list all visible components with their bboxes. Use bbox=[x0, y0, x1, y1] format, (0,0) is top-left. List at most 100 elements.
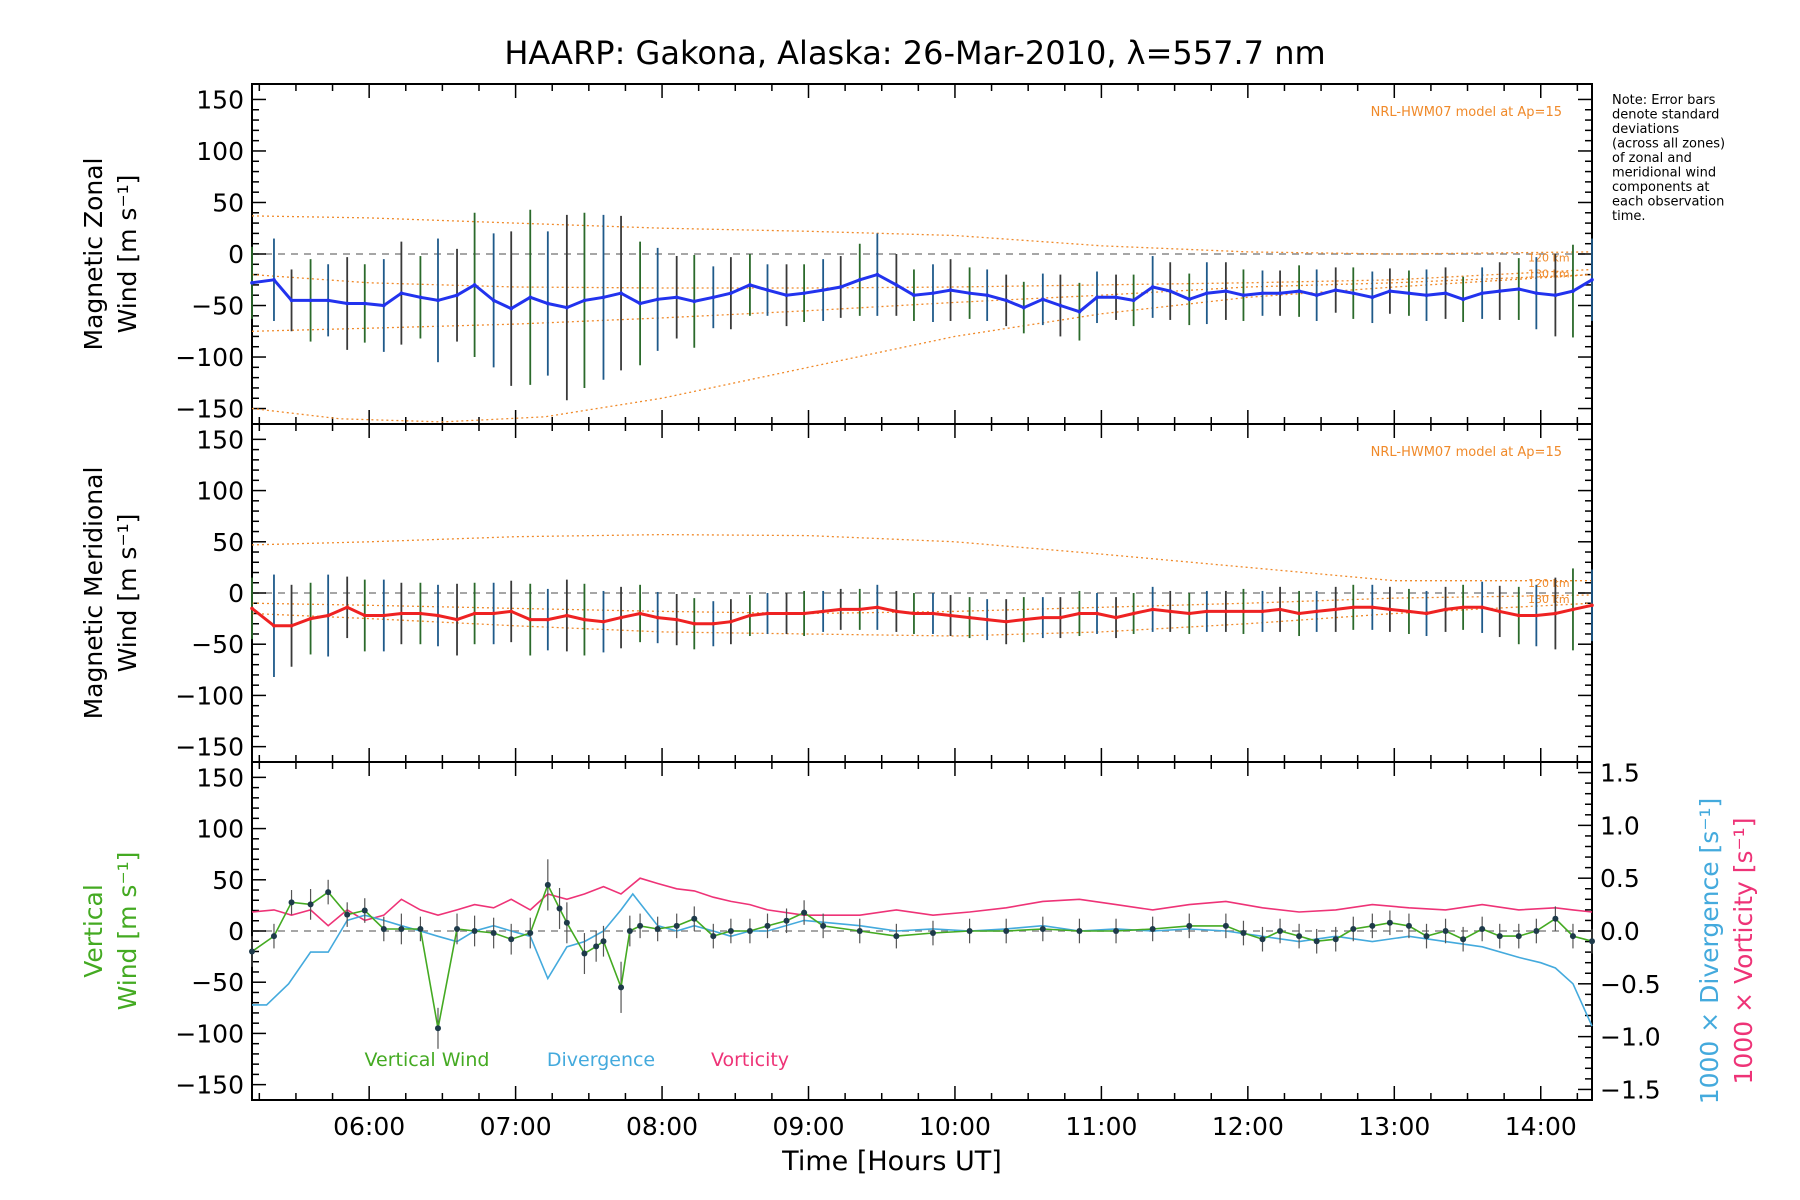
model-label: NRL-HWM07 model at Ap=15 bbox=[1371, 105, 1562, 120]
x-tick-label: 13:00 bbox=[1358, 1112, 1430, 1141]
mean-point bbox=[1058, 303, 1063, 308]
x-tick-label: 11:00 bbox=[1065, 1112, 1137, 1141]
y-tick-label: 100 bbox=[196, 815, 244, 844]
y-tick-label: −50 bbox=[191, 292, 244, 321]
mean-wind-line bbox=[251, 272, 1593, 314]
y-axis-label: Magnetic Zonal Wind [m s⁻¹] bbox=[79, 158, 142, 351]
vertical-wind-point bbox=[454, 925, 461, 932]
y-tick-label: 50 bbox=[212, 188, 244, 217]
panel-vertical: 150 100 50 0 −50 −100 −150 1.5 1.0 0.5 0.0 −0.5 −1.0… bbox=[79, 759, 1758, 1177]
vertical-wind-point bbox=[288, 899, 295, 906]
vertical-wind-point bbox=[398, 925, 405, 932]
mean-point bbox=[1534, 613, 1539, 618]
mean-point bbox=[1260, 291, 1265, 295]
mean-point bbox=[1205, 609, 1209, 614]
mean-point bbox=[1041, 297, 1045, 302]
mean-point bbox=[582, 298, 587, 303]
mean-point bbox=[1553, 293, 1558, 298]
mean-point bbox=[399, 611, 404, 616]
mean-point bbox=[1461, 297, 1465, 302]
vertical-wind-point bbox=[1222, 922, 1229, 929]
vertical-wind-point bbox=[1460, 936, 1467, 943]
vertical-wind-point bbox=[556, 905, 563, 912]
mean-point bbox=[1041, 615, 1045, 620]
vertical-wind-point bbox=[1386, 919, 1393, 926]
vertical-wind-point bbox=[1240, 930, 1247, 937]
model-curve bbox=[251, 602, 1593, 637]
vertical-wind-point bbox=[1405, 922, 1412, 929]
note-line: Note: Error bars bbox=[1612, 93, 1716, 108]
mean-point bbox=[399, 291, 404, 295]
mean-point bbox=[436, 298, 440, 303]
x-tick-label: 07:00 bbox=[480, 1112, 552, 1141]
vertical-wind-point bbox=[527, 930, 534, 937]
mean-point bbox=[308, 298, 313, 303]
mean-point bbox=[418, 295, 423, 300]
mean-point bbox=[1241, 609, 1246, 614]
model-label: NRL-HWM07 model at Ap=15 bbox=[1371, 445, 1562, 460]
mean-point bbox=[1187, 611, 1192, 616]
right-tick-label: −1.0 bbox=[1600, 1023, 1661, 1052]
mean-point bbox=[326, 613, 330, 618]
vertical-wind-point bbox=[1332, 936, 1339, 943]
mean-point bbox=[546, 301, 550, 306]
mean-point bbox=[250, 281, 254, 285]
right-tick-label: 0.5 bbox=[1600, 864, 1640, 893]
model-alt-label: 120 km bbox=[1528, 577, 1570, 590]
mean-point bbox=[1058, 615, 1063, 620]
right-tick-label: −0.5 bbox=[1600, 970, 1661, 999]
mean-point bbox=[1370, 605, 1375, 610]
right-tick-label: 1.5 bbox=[1600, 759, 1640, 788]
mean-point bbox=[1150, 285, 1155, 289]
mean-point bbox=[655, 297, 660, 302]
vertical-wind-point bbox=[434, 1025, 441, 1032]
mean-point bbox=[1424, 293, 1429, 298]
y-axis-label-line: Wind [m s⁻¹] bbox=[113, 514, 142, 673]
mean-point bbox=[1131, 298, 1136, 303]
mean-point bbox=[1205, 291, 1209, 295]
vertical-wind-point bbox=[508, 936, 515, 943]
mean-point bbox=[1114, 615, 1118, 620]
y-tick-label: −100 bbox=[175, 1019, 244, 1048]
mean-point bbox=[619, 291, 623, 295]
vertical-wind-point bbox=[1277, 928, 1284, 934]
mean-point bbox=[382, 303, 386, 308]
mean-point bbox=[638, 611, 642, 616]
mean-point bbox=[1095, 295, 1099, 300]
vertical-wind-point bbox=[593, 943, 600, 950]
mean-point bbox=[1224, 609, 1228, 614]
vertical-wind-point bbox=[929, 930, 936, 937]
y-axis-label: Vertical Wind [m s⁻¹] bbox=[79, 852, 142, 1011]
mean-point bbox=[931, 291, 935, 295]
mean-point bbox=[1241, 293, 1246, 298]
vertical-wind-point bbox=[1589, 938, 1595, 945]
panel-zonal: 150 100 50 0 −50 −100 −150 Magnetic Zonal Wind [… bbox=[79, 83, 1594, 425]
mean-point bbox=[1278, 291, 1282, 295]
vertical-wind-point bbox=[1350, 925, 1357, 932]
vertical-wind-point bbox=[1496, 933, 1503, 940]
mean-point bbox=[985, 617, 989, 622]
vertical-wind-point bbox=[1442, 928, 1449, 934]
vertical-wind-point bbox=[1479, 925, 1486, 932]
mean-point bbox=[692, 299, 697, 304]
mean-point bbox=[1516, 613, 1521, 618]
y-tick-label: 150 bbox=[196, 85, 244, 114]
vertical-wind-point bbox=[1076, 928, 1083, 934]
mean-point bbox=[250, 606, 254, 611]
mean-point bbox=[1187, 297, 1192, 302]
y-tick-label: 150 bbox=[196, 425, 244, 454]
mean-point bbox=[894, 283, 899, 287]
mean-point bbox=[1333, 607, 1338, 612]
legend-divergence: Divergence bbox=[547, 1049, 655, 1071]
vertical-wind-point bbox=[307, 901, 314, 908]
mean-point bbox=[619, 615, 623, 620]
mean-point bbox=[345, 301, 349, 306]
mean-point bbox=[748, 283, 752, 287]
mean-point bbox=[1480, 291, 1484, 295]
vertical-wind-point bbox=[1515, 933, 1522, 940]
mean-point bbox=[1168, 609, 1173, 614]
mean-point bbox=[931, 611, 935, 616]
mean-point bbox=[1314, 293, 1319, 298]
